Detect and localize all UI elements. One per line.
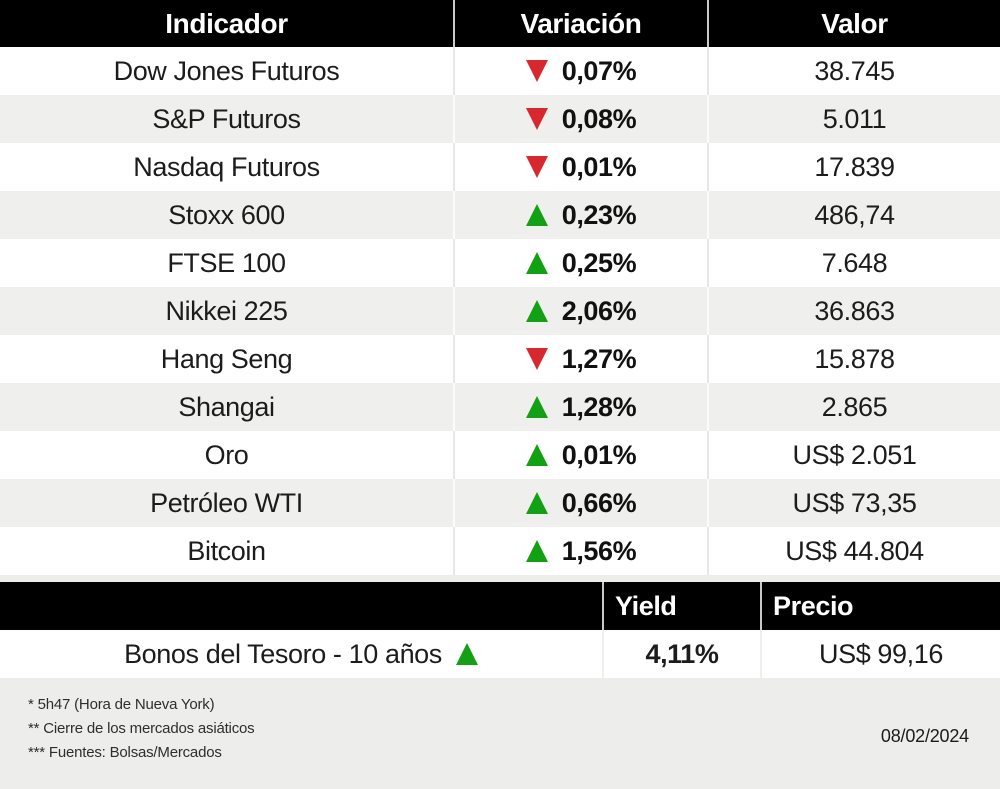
variation-value: 2,06% xyxy=(561,295,637,326)
variation-cell: 0,07% xyxy=(455,47,707,95)
variation-value: 1,27% xyxy=(561,343,637,374)
variation-cell: 1,28% xyxy=(455,383,707,431)
bond-price-value: US$ 99,16 xyxy=(762,630,1000,678)
bond-name: Bonos del Tesoro - 10 años xyxy=(124,638,442,669)
column-header-valor: Valor xyxy=(709,0,1000,47)
variation-cell: 0,01% xyxy=(455,431,707,479)
date-label: 08/02/2024 xyxy=(880,726,969,746)
variation-value: 1,28% xyxy=(561,391,637,422)
indicator-name: Shangai xyxy=(0,383,453,431)
table-row: FTSE 100 0,25% 7.648 xyxy=(0,239,1000,287)
value-cell: 7.648 xyxy=(709,239,1000,287)
section-divider xyxy=(0,575,1000,582)
variation-cell: 2,06% xyxy=(455,287,707,335)
down-triangle-icon xyxy=(525,348,548,370)
column-header-precio: Precio xyxy=(762,582,1000,630)
variation-value: 0,07% xyxy=(561,55,637,86)
up-triangle-icon xyxy=(525,444,548,466)
up-triangle-icon xyxy=(525,252,548,274)
value-cell: 2.865 xyxy=(709,383,1000,431)
indicator-name: Hang Seng xyxy=(0,335,453,383)
table-row: Shangai 1,28% 2.865 xyxy=(0,383,1000,431)
table-row: Petróleo WTI 0,66% US$ 73,35 xyxy=(0,479,1000,527)
value-cell: US$ 2.051 xyxy=(709,431,1000,479)
variation-cell: 0,01% xyxy=(455,143,707,191)
up-triangle-icon xyxy=(525,204,548,226)
column-header-yield: Yield xyxy=(604,582,760,630)
variation-cell: 0,66% xyxy=(455,479,707,527)
table-rows: Dow Jones Futuros 0,07% 38.745 S&P Futur… xyxy=(0,47,1000,575)
variation-cell: 0,23% xyxy=(455,191,707,239)
bond-table-header: Yield Precio xyxy=(0,582,1000,630)
table-row: Bitcoin 1,56% US$ 44.804 xyxy=(0,527,1000,575)
indicator-name: Dow Jones Futuros xyxy=(0,47,453,95)
variation-value: 1,56% xyxy=(561,535,637,566)
up-triangle-icon xyxy=(525,492,548,514)
bond-row: Bonos del Tesoro - 10 años 4,11% US$ 99,… xyxy=(0,630,1000,678)
table-row: Nikkei 225 2,06% 36.863 xyxy=(0,287,1000,335)
variation-value: 0,23% xyxy=(561,199,637,230)
indicator-name: Nasdaq Futuros xyxy=(0,143,453,191)
table-row: Stoxx 600 0,23% 486,74 xyxy=(0,191,1000,239)
value-cell: 38.745 xyxy=(709,47,1000,95)
indicator-name: Bitcoin xyxy=(0,527,453,575)
footnote-asian-markets: ** Cierre de los mercados asiáticos xyxy=(28,720,255,737)
footer: * 5h47 (Hora de Nueva York) ** Cierre de… xyxy=(0,678,1000,789)
value-cell: 5.011 xyxy=(709,95,1000,143)
variation-cell: 0,08% xyxy=(455,95,707,143)
footnote-sources: *** Fuentes: Bolsas/Mercados xyxy=(28,744,222,761)
down-triangle-icon xyxy=(525,60,548,82)
indicator-name: FTSE 100 xyxy=(0,239,453,287)
down-triangle-icon xyxy=(525,108,548,130)
indicator-name: S&P Futuros xyxy=(0,95,453,143)
value-cell: 36.863 xyxy=(709,287,1000,335)
indicator-name: Nikkei 225 xyxy=(0,287,453,335)
value-cell: US$ 44.804 xyxy=(709,527,1000,575)
variation-value: 0,01% xyxy=(561,151,637,182)
table-row: Hang Seng 1,27% 15.878 xyxy=(0,335,1000,383)
table-row: S&P Futuros 0,08% 5.011 xyxy=(0,95,1000,143)
bond-name-cell: Bonos del Tesoro - 10 años xyxy=(0,630,602,678)
table-row: Oro 0,01% US$ 2.051 xyxy=(0,431,1000,479)
value-cell: 486,74 xyxy=(709,191,1000,239)
main-table-header: Indicador Variación Valor xyxy=(0,0,1000,47)
up-triangle-icon xyxy=(455,643,478,665)
up-triangle-icon xyxy=(525,540,548,562)
indicator-name: Petróleo WTI xyxy=(0,479,453,527)
bond-yield-value: 4,11% xyxy=(604,630,760,678)
value-cell: US$ 73,35 xyxy=(709,479,1000,527)
variation-value: 0,01% xyxy=(561,439,637,470)
variation-cell: 1,56% xyxy=(455,527,707,575)
table-row: Nasdaq Futuros 0,01% 17.839 xyxy=(0,143,1000,191)
variation-value: 0,66% xyxy=(561,487,637,518)
variation-value: 0,25% xyxy=(561,247,637,278)
footnotes: * 5h47 (Hora de Nueva York) ** Cierre de… xyxy=(0,678,1000,765)
variation-cell: 0,25% xyxy=(455,239,707,287)
column-header-indicador: Indicador xyxy=(0,0,453,47)
up-triangle-icon xyxy=(525,300,548,322)
indicator-name: Stoxx 600 xyxy=(0,191,453,239)
variation-cell: 1,27% xyxy=(455,335,707,383)
bond-header-empty xyxy=(0,582,602,630)
column-header-variacion: Variación xyxy=(455,0,707,47)
down-triangle-icon xyxy=(525,156,548,178)
footnote-time: * 5h47 (Hora de Nueva York) xyxy=(28,696,215,713)
indicator-name: Oro xyxy=(0,431,453,479)
value-cell: 17.839 xyxy=(709,143,1000,191)
table-row: Dow Jones Futuros 0,07% 38.745 xyxy=(0,47,1000,95)
value-cell: 15.878 xyxy=(709,335,1000,383)
up-triangle-icon xyxy=(525,396,548,418)
variation-value: 0,08% xyxy=(561,103,637,134)
